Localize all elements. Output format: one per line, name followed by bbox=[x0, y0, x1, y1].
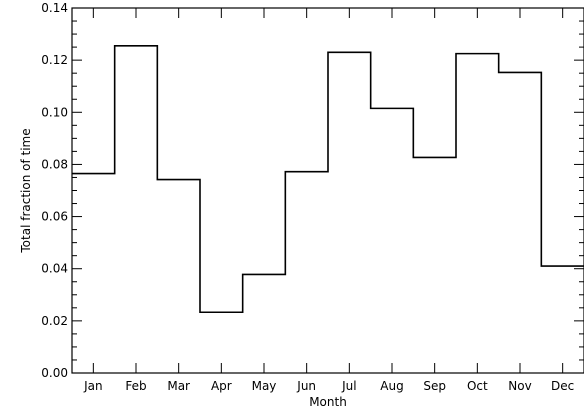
x-tick-label: Mar bbox=[167, 379, 190, 393]
y-tick-label: 0.12 bbox=[41, 53, 68, 67]
x-tick-label: Oct bbox=[467, 379, 488, 393]
x-tick-label: May bbox=[252, 379, 277, 393]
tick-label-layer: 0.00 0.02 0.04 0.06 0.08 0.10 0.12 0.14 Jan Feb Ma… bbox=[41, 1, 574, 393]
x-tick-label: Nov bbox=[508, 379, 531, 393]
x-axis-label: Month bbox=[309, 395, 347, 409]
y-tick-label: 0.02 bbox=[41, 314, 68, 328]
x-tick-label: Jul bbox=[341, 379, 356, 393]
y-tick-label: 0.04 bbox=[41, 262, 68, 276]
y-axis-label: Total fraction of time bbox=[19, 128, 33, 253]
plot-frame bbox=[71, 7, 584, 374]
x-tick-label: Aug bbox=[380, 379, 403, 393]
x-tick-label: Dec bbox=[551, 379, 574, 393]
y-tick-label: 0.14 bbox=[41, 1, 68, 15]
x-tick-label: Sep bbox=[423, 379, 446, 393]
y-tick-label: 0.06 bbox=[41, 210, 68, 224]
y-tick-label: 0.00 bbox=[41, 366, 68, 380]
x-tick-label: Jan bbox=[83, 379, 103, 393]
x-tick-label: Feb bbox=[125, 379, 146, 393]
y-tick-label: 0.08 bbox=[41, 157, 68, 171]
x-tick-label: Apr bbox=[211, 379, 232, 393]
tick-layer bbox=[72, 7, 584, 374]
y-tick-label: 0.10 bbox=[41, 105, 68, 119]
series-step-line bbox=[72, 45, 584, 314]
x-tick-label: Jun bbox=[296, 379, 316, 393]
